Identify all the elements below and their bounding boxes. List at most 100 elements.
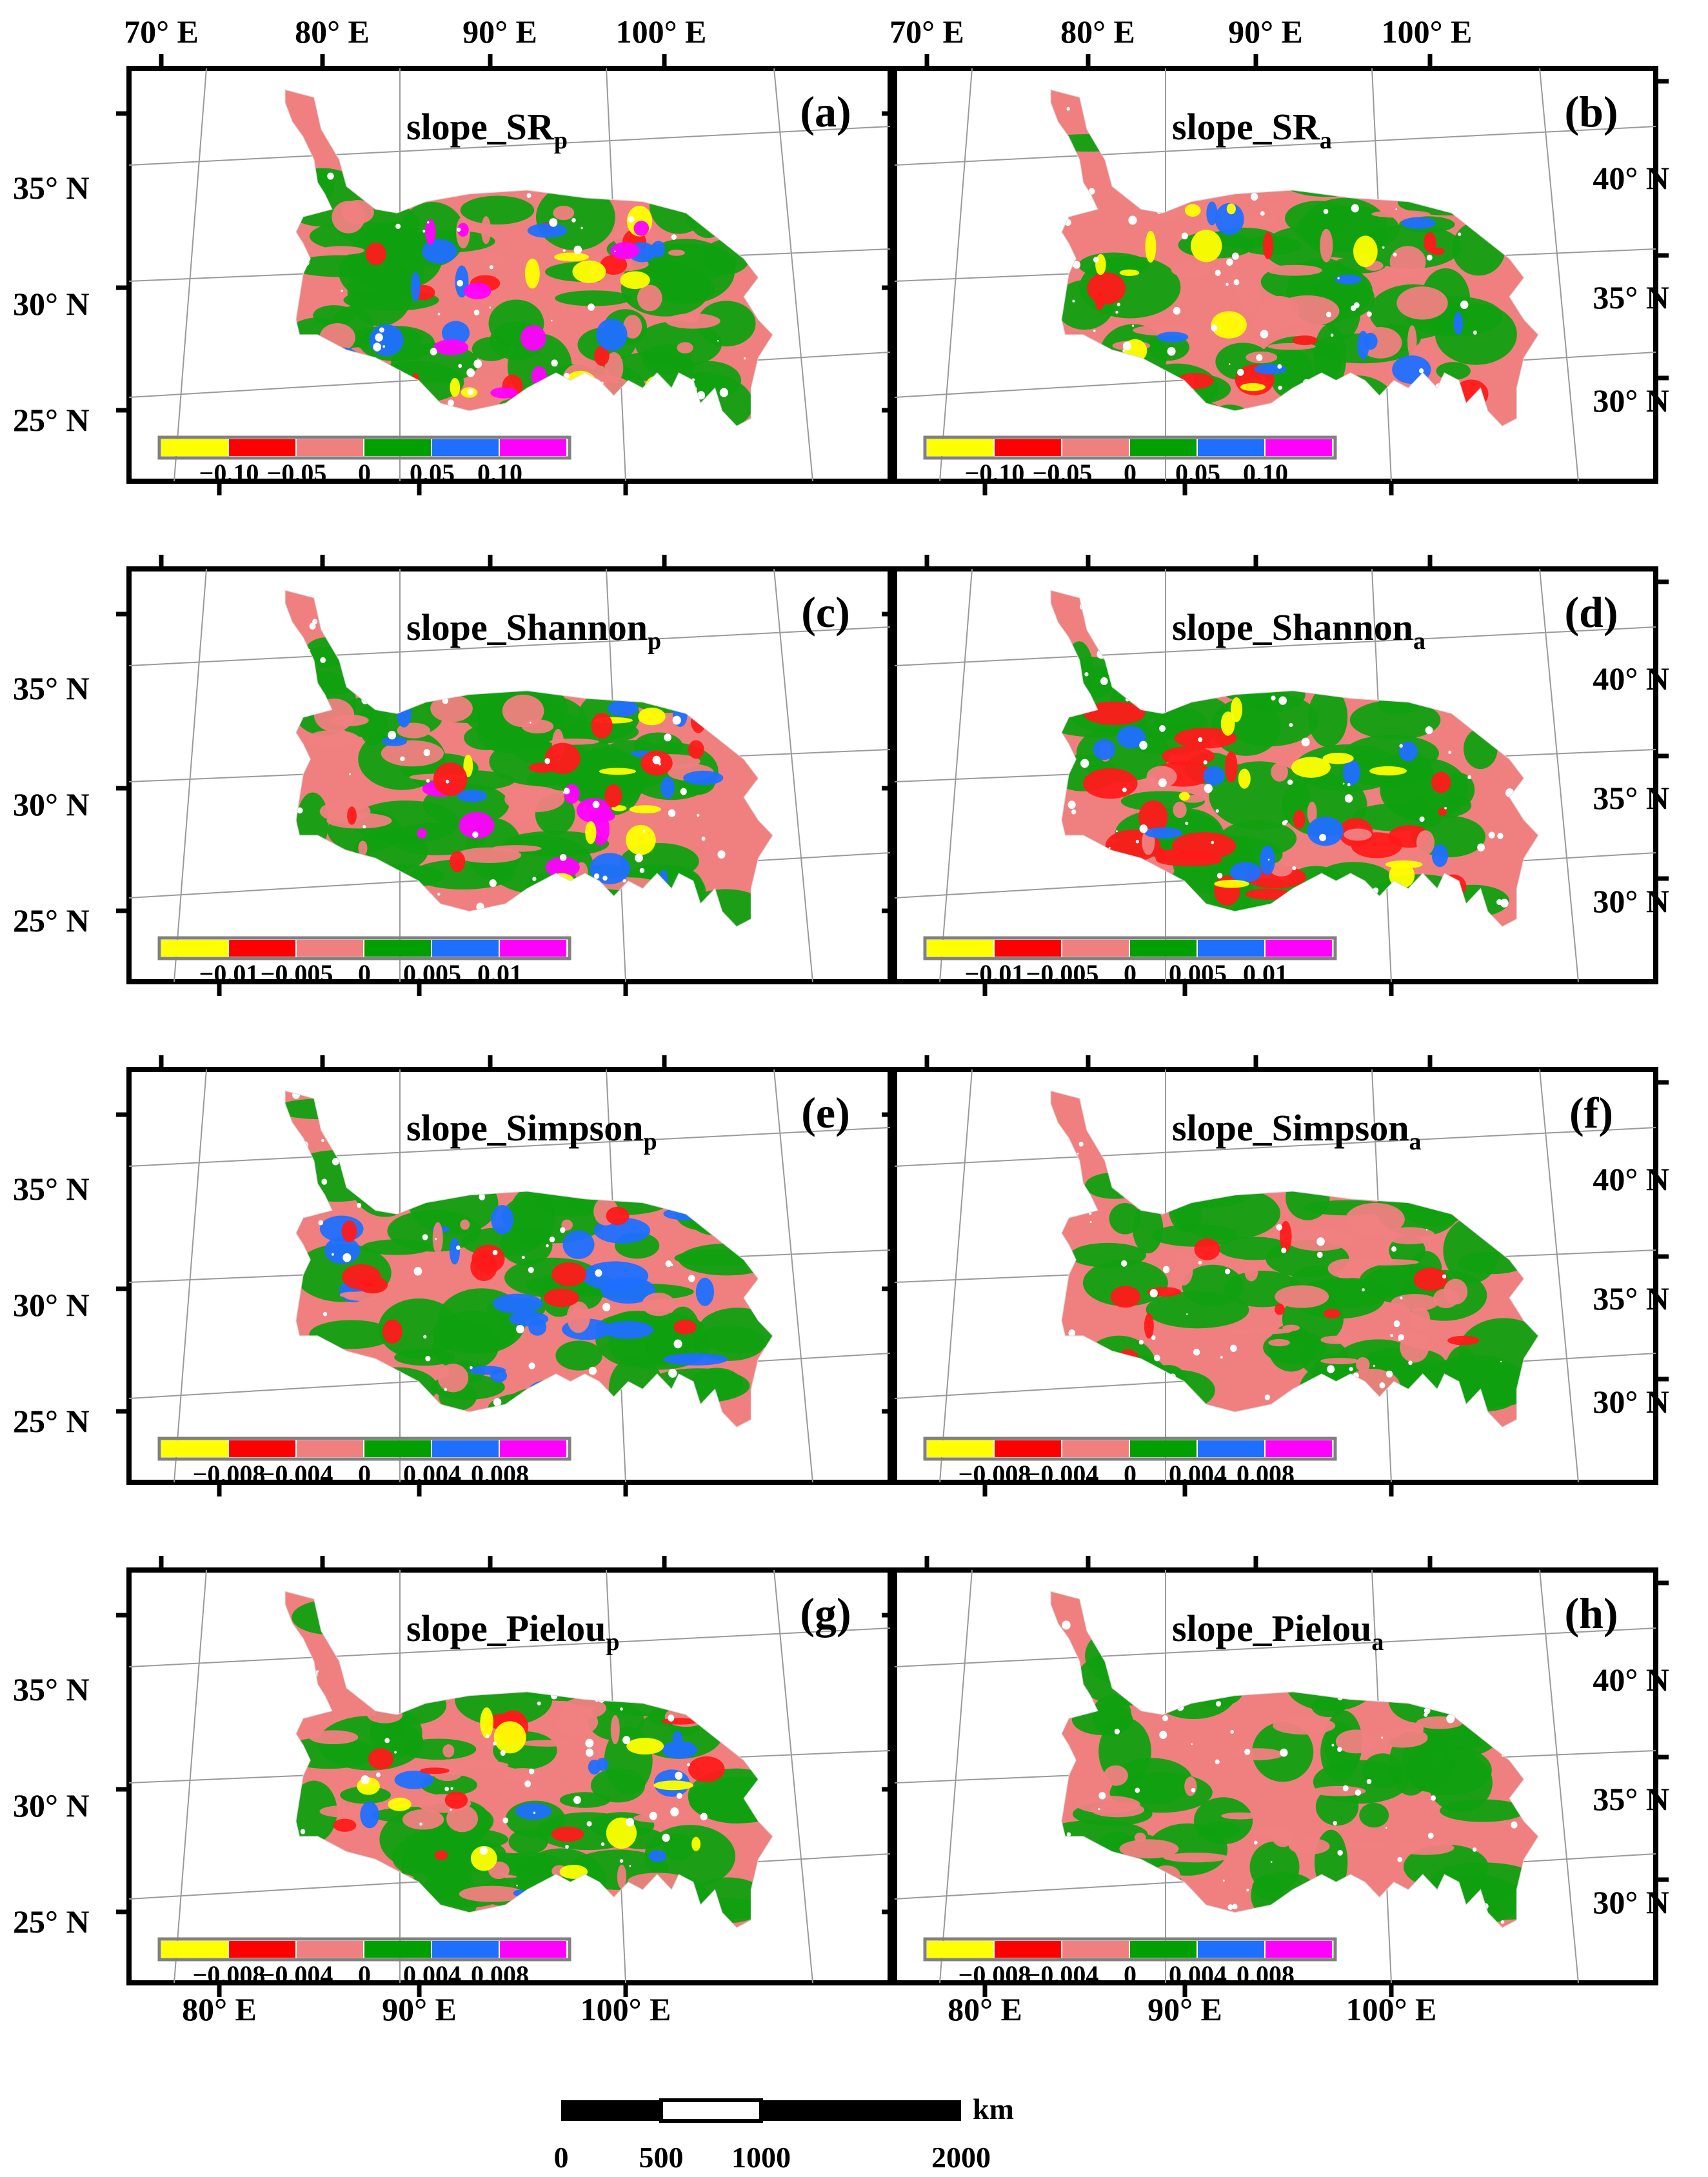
- colorbar-tick-label: 0: [358, 459, 371, 488]
- colorbar-tick-label: 0.005: [403, 959, 461, 988]
- panel-title: slope_Shannonp: [406, 606, 661, 655]
- colorbar-tick-label: 0: [358, 959, 371, 988]
- lat-label-left: 25° N: [13, 402, 90, 438]
- scale-bar-unit: km: [973, 2093, 1014, 2125]
- colorbar-swatch: [927, 1941, 993, 1958]
- colorbar-swatch: [432, 1440, 499, 1457]
- scale-bar-tick-1000: 1000: [731, 2141, 791, 2174]
- colorbar-tick-label: 0: [1124, 1960, 1137, 1989]
- scale-bar-segment-1000-2000: [761, 2100, 961, 2121]
- scale-bar-tick-0: 0: [554, 2141, 569, 2174]
- colorbar-swatch: [1062, 1440, 1129, 1457]
- lat-label-left: 25° N: [13, 902, 90, 939]
- map-panel-h: (h) slope_Pieloua −0.008−0.004 0 0.004 0.008: [882, 1556, 1669, 1997]
- colorbar-swatch: [364, 439, 431, 456]
- frame-ticks: [882, 1556, 1669, 1997]
- panel-title-main: slope_Pielou: [1172, 1607, 1371, 1649]
- lat-label-right: 30° N: [1593, 383, 1669, 419]
- panel-title-subscript: a: [1371, 1629, 1384, 1656]
- lat-label-left: 25° N: [13, 1403, 90, 1439]
- colorbar: −0.10 −0.05 0 0.05 0.10: [923, 435, 1337, 488]
- panel-title-subscript: p: [554, 127, 568, 154]
- colorbar-tick-label: −0.008: [193, 1460, 266, 1489]
- colorbar-tick-label: −0.005: [1026, 959, 1099, 988]
- panel-letter: (a): [800, 87, 851, 136]
- colorbar-tick-label: 0.008: [1236, 1960, 1295, 1989]
- panel-title: slope_Simpsonp: [406, 1107, 657, 1155]
- lat-label-right: 35° N: [1593, 279, 1669, 315]
- colorbar-tick-label: −0.004: [1026, 1960, 1099, 1989]
- panel-title-main: slope_Simpson: [1172, 1107, 1409, 1149]
- colorbar-tick-label: 0.004: [1169, 1960, 1227, 1989]
- colorbar-tick-label: 0: [1124, 959, 1137, 988]
- lon-label-top: 100° E: [1382, 14, 1473, 50]
- lon-label-top: 80° E: [295, 14, 370, 50]
- colorbar-tick-label: −0.008: [193, 1960, 266, 1989]
- colorbar-swatch: [432, 940, 499, 957]
- lat-label-right: 40° N: [1593, 1161, 1669, 1197]
- panel-title: slope_SRa: [1172, 106, 1332, 154]
- colorbar-swatch: [161, 1440, 228, 1457]
- colorbar-tick-label: 0: [358, 1960, 371, 1989]
- colorbar-tick-label: −0.05: [1033, 459, 1093, 488]
- lat-label-right: 35° N: [1593, 1781, 1669, 1817]
- colorbar-swatch: [432, 439, 499, 456]
- colorbar-swatch: [1266, 1941, 1332, 1958]
- panel-title-main: slope_Pielou: [406, 1607, 606, 1649]
- map-panel-e: (e) slope_Simpsonp −0.008−0.004 0 0.004 0.008: [116, 1055, 903, 1496]
- colorbar-swatch: [229, 1941, 295, 1958]
- panel-title: slope_SRp: [406, 106, 568, 154]
- lat-label-left: 30° N: [13, 286, 90, 322]
- colorbar-swatch: [1266, 1440, 1332, 1457]
- panel-title-subscript: p: [648, 628, 661, 655]
- colorbar: −0.008−0.004 0 0.004 0.008: [923, 1436, 1337, 1489]
- panel-title: slope_Pieloua: [1172, 1607, 1384, 1656]
- panel-title-subscript: p: [643, 1128, 657, 1155]
- colorbar-tick-label: −0.008: [958, 1960, 1031, 1989]
- lon-label-top: 90° E: [462, 14, 537, 50]
- colorbar-swatch: [229, 439, 295, 456]
- lat-label-right: 30° N: [1593, 1884, 1669, 1920]
- map-panel-a: (a) slope_SRp −0.10 −0.05 0 0.05 0.10: [116, 54, 903, 495]
- colorbar-swatch: [927, 940, 993, 957]
- colorbar-tick-label: 0.004: [403, 1960, 461, 1989]
- lat-label-left: 35° N: [13, 670, 90, 706]
- colorbar-tick-label: 0.01: [1243, 959, 1288, 988]
- colorbar-swatch: [364, 1941, 431, 1958]
- lon-label-top: 70° E: [124, 14, 199, 50]
- panel-letter: (f): [1569, 1088, 1613, 1137]
- lat-label-right: 40° N: [1593, 661, 1669, 697]
- colorbar-tick-label: 0.008: [471, 1960, 529, 1989]
- colorbar-tick-label: −0.008: [958, 1460, 1031, 1489]
- colorbar-swatch: [1198, 1941, 1264, 1958]
- lat-label-left: 35° N: [13, 170, 90, 206]
- colorbar-swatch: [500, 439, 566, 456]
- colorbar-tick-label: 0: [1124, 459, 1137, 488]
- lon-label-bottom: 90° E: [1147, 1991, 1222, 2027]
- colorbar-swatch: [1062, 439, 1129, 456]
- colorbar-swatch: [1266, 439, 1332, 456]
- panel-title-subscript: a: [1409, 1128, 1421, 1155]
- map-panel-b: (b) slope_SRa −0.10 −0.05 0 0.05 0.10: [882, 54, 1669, 495]
- panel-title-main: slope_SR: [1172, 106, 1320, 148]
- lon-label-top: 90° E: [1228, 14, 1303, 50]
- lat-label-left: 30° N: [13, 786, 90, 822]
- map-panel-d: (d) slope_Shannona −0.01 −0.005 0 0.005 0.01: [882, 555, 1669, 996]
- colorbar-tick-label: 0.05: [1175, 459, 1220, 488]
- map-panel-f: (f) slope_Simpsona −0.008−0.004 0 0.004 0.008: [882, 1055, 1669, 1496]
- panel-letter: (h): [1564, 1589, 1618, 1638]
- colorbar-swatch: [1266, 940, 1332, 957]
- scale-bar: km 0 500 1000 2000: [554, 2093, 1014, 2174]
- colorbar: −0.008−0.004 0 0.004 0.008: [157, 1937, 571, 1989]
- colorbar-swatch: [1130, 940, 1197, 957]
- frame-ticks: [882, 1055, 1669, 1496]
- colorbar-swatch: [1062, 940, 1129, 957]
- panel-letter: (b): [1564, 87, 1618, 136]
- panel-title-subscript: p: [606, 1629, 619, 1656]
- colorbar-tick-label: −0.05: [267, 459, 327, 488]
- colorbar-swatch: [1198, 439, 1264, 456]
- scale-bar-tick-2000: 2000: [931, 2141, 991, 2174]
- colorbar-swatch: [161, 940, 228, 957]
- lat-label-left: 35° N: [13, 1171, 90, 1207]
